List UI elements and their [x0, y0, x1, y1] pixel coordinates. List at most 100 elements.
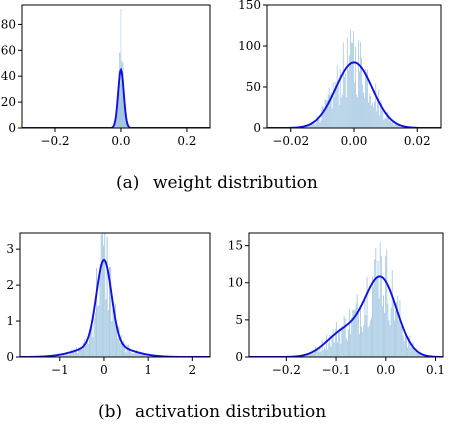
histogram-bar: [307, 124, 309, 128]
histogram-bar: [343, 76, 345, 128]
plot-frame: [19, 232, 211, 358]
histogram-bar: [147, 355, 149, 357]
histogram-bar: [400, 326, 402, 357]
histogram-bar: [365, 69, 366, 128]
histogram-bar: [374, 101, 376, 128]
histogram-bar: [342, 42, 344, 128]
histogram-bar: [137, 353, 139, 357]
histogram-bar: [320, 120, 322, 128]
histogram-bar: [124, 106, 126, 128]
histogram-bar: [329, 95, 331, 128]
histogram-bar: [104, 233, 106, 357]
histogram-bar: [376, 277, 378, 357]
histogram-bar: [348, 55, 350, 128]
histogram-bar: [332, 82, 334, 128]
histogram-bar: [353, 310, 355, 357]
histogram-bar: [407, 347, 409, 357]
histogram-bar: [110, 266, 112, 357]
histogram-bar: [309, 353, 311, 357]
histogram-bar: [144, 354, 146, 357]
histogram-bar: [134, 352, 136, 357]
histogram-bar: [336, 65, 338, 128]
histogram-bar: [330, 91, 332, 128]
histogram-bar: [317, 118, 319, 128]
histogram-bar: [319, 122, 321, 128]
histogram-bar: [361, 57, 362, 128]
histogram-bar: [64, 355, 66, 357]
histogram-bar: [118, 81, 119, 128]
histogram-bar: [322, 350, 324, 357]
histogram-bar: [108, 266, 110, 357]
histogram-bar: [77, 353, 79, 357]
histogram-bar: [59, 355, 61, 357]
histogram-bar: [368, 325, 370, 357]
histogram-bar: [390, 119, 392, 128]
histogram-bar: [368, 102, 370, 128]
histogram-bar: [128, 347, 131, 357]
histogram-bar: [402, 335, 404, 357]
histogram-bar: [114, 125, 116, 128]
histogram-bar: [141, 353, 143, 357]
histogram-bar: [310, 122, 312, 128]
histogram-bar: [96, 268, 98, 357]
histogram-bar: [380, 100, 382, 128]
histogram-bar: [66, 353, 68, 357]
histogram-bar: [373, 286, 375, 357]
x-tick-label: 0.2: [177, 134, 196, 148]
weight-right-plot: −0.02 0.00 0.02 0 50 100 150: [238, 0, 442, 148]
histogram-bar: [413, 349, 415, 357]
histogram-bar: [125, 116, 127, 128]
density-curve: [22, 67, 210, 128]
histogram-bar: [377, 260, 379, 357]
histogram-bar: [364, 299, 366, 357]
histogram-bar: [380, 255, 382, 357]
histogram-bar: [379, 115, 381, 128]
histogram-bar: [389, 325, 391, 357]
histogram-bar: [341, 325, 343, 357]
histogram-bar: [143, 353, 145, 357]
plot-frame: [248, 232, 444, 358]
histogram-bar: [314, 350, 316, 357]
histogram-bar: [118, 68, 120, 128]
weight-left-plot: −0.2 0.0 0.2 0 20 40 60 80: [1, 4, 211, 148]
histogram-bar: [361, 326, 363, 357]
y-tick-label: 80: [1, 17, 16, 31]
histogram-bar: [337, 84, 339, 128]
histogram-bar: [138, 351, 140, 357]
histogram-bar: [117, 100, 119, 128]
histogram-bar: [328, 87, 330, 128]
y-tick-label: 0: [253, 121, 261, 135]
histogram-bar: [88, 329, 90, 357]
y-tick-label: 100: [238, 39, 261, 53]
histogram-bar: [398, 125, 400, 128]
histogram-bar: [100, 234, 102, 357]
histogram-bar: [91, 320, 93, 357]
histogram-bar: [360, 42, 361, 128]
y-tick-label: 60: [1, 43, 16, 57]
histogram-bar: [360, 305, 361, 357]
histogram-bar: [323, 346, 325, 357]
caption-b-text: activation distribution: [135, 402, 326, 422]
histogram-bar: [306, 125, 308, 128]
histogram-bar: [375, 83, 377, 128]
y-tick-label: 50: [246, 80, 261, 94]
histogram-bar: [146, 354, 148, 357]
histogram-bar: [124, 107, 125, 128]
histogram-bar: [421, 355, 423, 357]
histogram-bar: [393, 320, 395, 357]
histogram-bar: [341, 94, 343, 128]
histogram-bar: [94, 312, 96, 357]
y-tick-label: 5: [235, 313, 243, 327]
histogram-bar: [356, 294, 358, 357]
histogram-bar: [116, 107, 118, 128]
histogram-bar: [419, 353, 421, 357]
histogram-bar: [401, 323, 403, 357]
histogram-bar: [127, 344, 129, 357]
histogram-bar: [363, 92, 364, 128]
y-tick-label: 3: [6, 242, 14, 256]
histogram-bar: [121, 341, 123, 357]
histogram-bar: [322, 106, 324, 128]
histogram-bar: [132, 353, 134, 357]
histogram-bar: [321, 105, 323, 128]
